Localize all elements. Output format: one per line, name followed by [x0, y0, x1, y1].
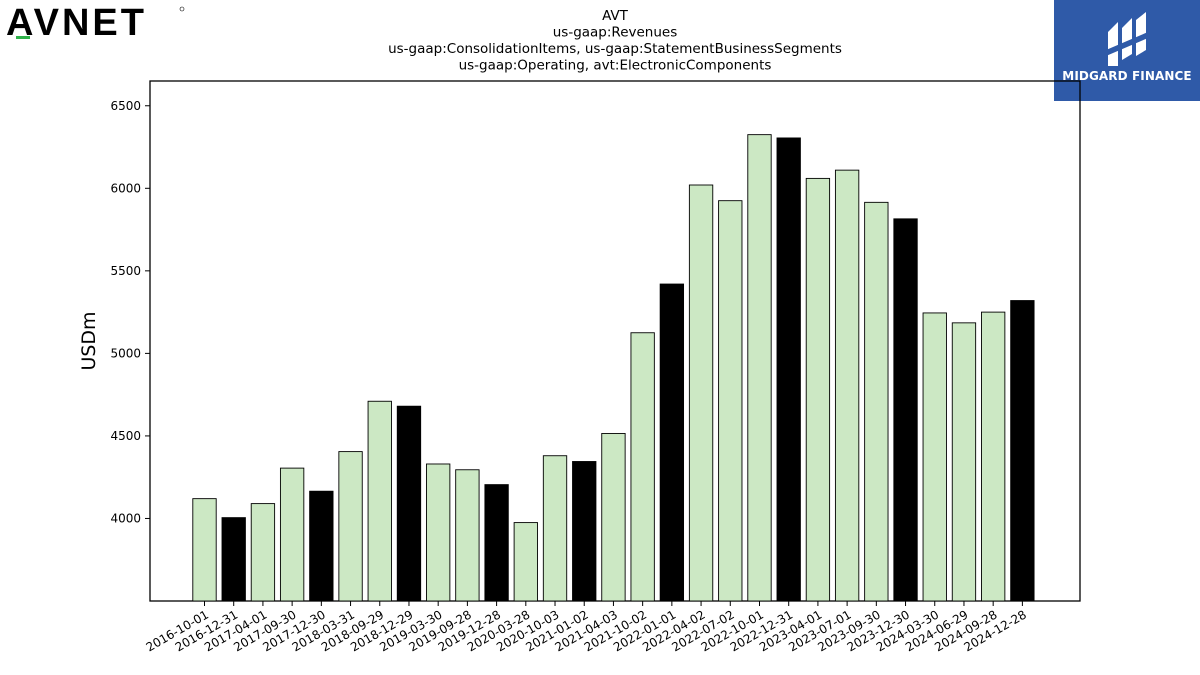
- bar-2023-12-30: [893, 218, 918, 602]
- bar-2021-10-02: [630, 332, 655, 602]
- bar-2022-04-02: [688, 184, 714, 602]
- y-tick-label: 4500: [110, 429, 141, 443]
- y-tick-label: 5500: [110, 264, 141, 278]
- y-tick-label: 4000: [110, 511, 141, 525]
- y-axis-label: USDm: [78, 311, 100, 370]
- bar-2018-12-29: [396, 405, 422, 602]
- bar-2022-12-31: [776, 137, 801, 602]
- bar-2023-07-01: [834, 169, 860, 602]
- bar-2024-12-28: [1010, 300, 1035, 602]
- bar-2018-09-29: [367, 400, 392, 602]
- bar-2020-10-03: [542, 455, 568, 602]
- bar-2022-10-01: [747, 134, 772, 602]
- avnet-logo-accent: [16, 36, 30, 39]
- title-line-0: AVT: [602, 8, 629, 24]
- bar-2023-04-01: [805, 177, 831, 602]
- bar-2024-03-30: [922, 312, 947, 602]
- bar-2019-12-28: [484, 484, 509, 602]
- chart-title: AVTus-gaap:Revenuesus-gaap:Consolidation…: [388, 8, 842, 74]
- midgard-finance-logo: MIDGARD FINANCE: [1054, 0, 1200, 101]
- bar-2024-09-28: [981, 311, 1006, 602]
- y-tick-label: 6500: [110, 99, 141, 113]
- bar-2021-01-02: [572, 461, 597, 602]
- title-line-2: us-gaap:ConsolidationItems, us-gaap:Stat…: [388, 41, 842, 57]
- bar-2018-03-31: [338, 451, 363, 602]
- title-line-1: us-gaap:Revenues: [553, 25, 678, 41]
- avnet-logo-mark: AVNET: [6, 2, 185, 44]
- bar-2017-09-30: [279, 467, 305, 602]
- partner-name: MIDGARD FINANCE: [1062, 69, 1192, 83]
- bar-2022-07-02: [718, 200, 743, 602]
- bar-2022-01-01: [659, 283, 685, 602]
- avnet-logo: AVNET: [6, 2, 186, 44]
- bar-2019-03-30: [426, 463, 451, 602]
- y-tick-label: 6000: [110, 181, 141, 195]
- bar-2016-12-31: [221, 517, 246, 602]
- bar-2021-04-03: [601, 432, 626, 602]
- bar-2023-09-30: [864, 201, 889, 602]
- y-tick-label: 5000: [110, 346, 141, 360]
- bar-2017-12-30: [309, 490, 334, 602]
- bar-2024-06-29: [951, 322, 977, 602]
- bar-2019-09-28: [455, 469, 480, 602]
- bar-2020-03-28: [513, 522, 538, 602]
- title-line-3: us-gaap:Operating, avt:ElectronicCompone…: [459, 58, 772, 74]
- bar-2016-10-01: [192, 498, 217, 602]
- bar-2017-04-01: [250, 503, 276, 602]
- midgard-emblem-icon: [1106, 12, 1148, 66]
